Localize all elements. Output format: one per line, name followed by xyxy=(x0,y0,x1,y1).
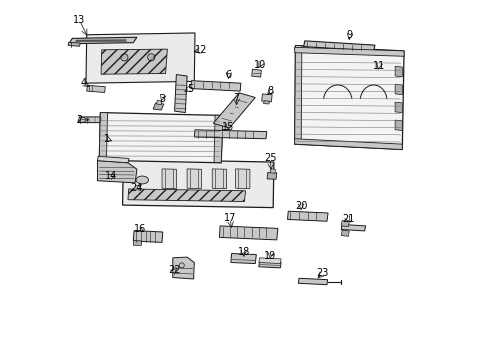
Polygon shape xyxy=(219,226,277,240)
Text: 16: 16 xyxy=(134,225,146,234)
Text: 18: 18 xyxy=(237,247,249,257)
Text: 7: 7 xyxy=(233,93,239,103)
Polygon shape xyxy=(261,94,271,102)
Polygon shape xyxy=(99,113,223,163)
Text: 24: 24 xyxy=(130,183,143,193)
Polygon shape xyxy=(294,139,402,149)
Polygon shape xyxy=(187,169,201,189)
Text: 12: 12 xyxy=(194,45,206,55)
Text: 23: 23 xyxy=(316,268,328,278)
Text: 21: 21 xyxy=(342,215,354,224)
Text: 14: 14 xyxy=(105,171,117,181)
Polygon shape xyxy=(258,258,281,264)
Polygon shape xyxy=(266,172,276,179)
Polygon shape xyxy=(194,130,266,139)
Polygon shape xyxy=(258,261,281,268)
Text: 5: 5 xyxy=(186,84,193,94)
Polygon shape xyxy=(341,221,348,226)
Text: 20: 20 xyxy=(294,201,307,211)
Polygon shape xyxy=(294,45,403,149)
Polygon shape xyxy=(172,257,194,279)
Polygon shape xyxy=(212,169,226,189)
Polygon shape xyxy=(128,189,245,202)
Polygon shape xyxy=(394,84,402,95)
Polygon shape xyxy=(99,113,107,161)
Text: 15: 15 xyxy=(222,122,234,132)
Polygon shape xyxy=(230,253,256,264)
Polygon shape xyxy=(190,81,241,91)
Polygon shape xyxy=(298,278,327,285)
Circle shape xyxy=(149,56,152,59)
Text: 17: 17 xyxy=(224,213,236,223)
Text: 3: 3 xyxy=(159,94,165,104)
Text: 6: 6 xyxy=(225,70,231,80)
Text: 4: 4 xyxy=(81,78,87,88)
Circle shape xyxy=(122,56,125,59)
Text: 19: 19 xyxy=(264,251,276,261)
Polygon shape xyxy=(341,225,365,231)
Polygon shape xyxy=(214,115,223,163)
Polygon shape xyxy=(303,41,374,51)
Text: 22: 22 xyxy=(168,265,181,275)
Polygon shape xyxy=(122,159,273,208)
Ellipse shape xyxy=(136,176,148,184)
Polygon shape xyxy=(133,230,163,242)
Polygon shape xyxy=(287,211,327,221)
Text: 11: 11 xyxy=(372,61,385,71)
Polygon shape xyxy=(394,66,402,77)
Text: 8: 8 xyxy=(267,86,273,96)
Polygon shape xyxy=(394,102,402,113)
Text: 25: 25 xyxy=(264,153,276,163)
Polygon shape xyxy=(174,75,187,113)
Polygon shape xyxy=(294,47,403,56)
Polygon shape xyxy=(86,33,195,83)
Text: 9: 9 xyxy=(346,30,352,40)
Text: 2: 2 xyxy=(76,115,82,125)
Polygon shape xyxy=(101,49,167,74)
Polygon shape xyxy=(162,169,176,189)
Text: 10: 10 xyxy=(253,60,265,70)
Polygon shape xyxy=(263,101,269,104)
Text: 1: 1 xyxy=(104,134,110,144)
Polygon shape xyxy=(270,169,275,173)
Polygon shape xyxy=(394,120,402,131)
Polygon shape xyxy=(213,93,255,128)
Polygon shape xyxy=(68,42,80,46)
Text: 13: 13 xyxy=(73,15,85,26)
Polygon shape xyxy=(78,117,117,123)
Polygon shape xyxy=(235,169,249,189)
Polygon shape xyxy=(69,37,137,44)
Polygon shape xyxy=(156,100,162,105)
Polygon shape xyxy=(294,45,301,145)
Polygon shape xyxy=(251,69,261,77)
Polygon shape xyxy=(133,240,142,246)
Polygon shape xyxy=(97,156,129,163)
Polygon shape xyxy=(97,161,137,183)
Polygon shape xyxy=(341,230,348,236)
Polygon shape xyxy=(153,103,163,110)
Polygon shape xyxy=(86,85,105,93)
